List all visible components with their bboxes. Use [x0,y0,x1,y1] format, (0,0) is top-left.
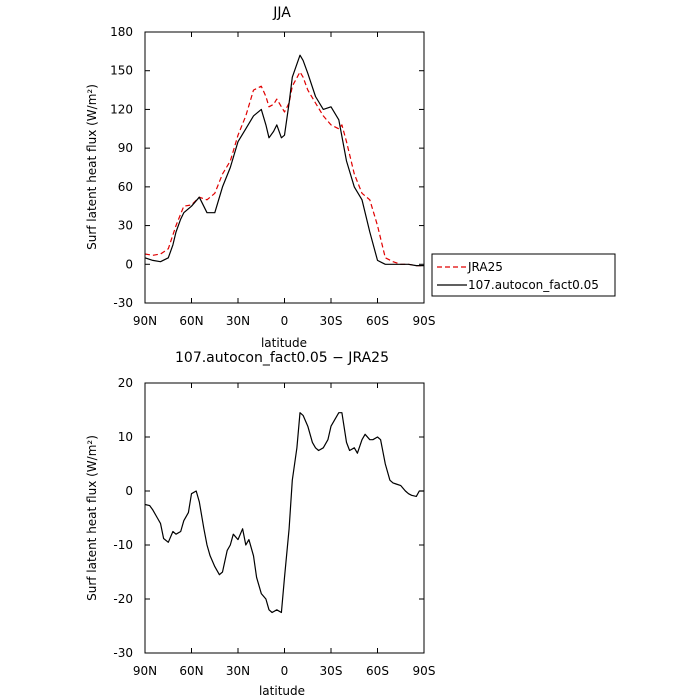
top-y-tick-label: 60 [118,180,133,194]
legend-box [431,253,616,297]
top-y-tick-label: 180 [110,25,133,39]
top-x-tick-label: 30N [226,314,250,328]
top-chart-y-axis-label: Surf latent heat flux (W/m²) [85,84,99,250]
top-y-tick-label: 30 [118,219,133,233]
top-y-tick-label: 90 [118,141,133,155]
legend-label-jra25: JRA25 [467,260,503,274]
bottom-x-tick-label: 60S [366,664,389,678]
top-chart-marks: -30 0 30 60 90 120 150 180 90N 60N 30N 0 30S 60S 90S [110,25,435,328]
bottom-x-tick-label: 60N [179,664,203,678]
legend-label-model: 107.autocon_fact0.05 [468,278,599,292]
top-x-tick-label: 90S [413,314,436,328]
bottom-x-tick-label: 30S [320,664,343,678]
bottom-y-tick-label: 0 [125,484,133,498]
bottom-chart-frame [144,382,425,654]
top-x-tick-label: 0 [281,314,289,328]
bottom-chart-y-axis-label: Surf latent heat flux (W/m²) [85,435,99,601]
bottom-chart-marks: -30 -20 -10 0 10 20 90N 60N 30N 0 30S 60S 90S [113,376,435,678]
bottom-chart: 107.autocon_fact0.05 − JRA25 -30 -20 -10 0 1… [85,350,435,698]
bottom-x-tick-label: 90S [413,664,436,678]
bottom-y-tick-label: 10 [118,430,133,444]
top-y-tick-label: 0 [125,257,133,271]
top-series-line-1 [144,54,424,267]
bottom-y-tick-label: 20 [118,376,133,390]
bottom-series-line-0 [144,412,424,614]
top-chart: JJA -30 0 30 60 90 120 150 180 90N 60N 30N 0 30S 60S 9… [85,5,616,350]
bottom-chart-x-axis-label: latitude [259,684,305,698]
bottom-x-tick-label: 0 [281,664,289,678]
top-y-tick-label: 120 [110,102,133,116]
legend: JRA25 107.autocon_fact0.05 [431,253,616,297]
top-chart-title: JJA [272,5,291,21]
top-chart-x-axis-label: latitude [261,336,307,350]
top-x-tick-label: 60S [366,314,389,328]
bottom-y-tick-label: -10 [113,538,133,552]
bottom-x-tick-label: 30N [226,664,250,678]
top-x-tick-label: 90N [133,314,157,328]
top-chart-frame [144,31,425,304]
top-x-tick-label: 60N [179,314,203,328]
bottom-y-tick-label: -20 [113,592,133,606]
top-series-line-0 [144,71,424,267]
top-x-tick-label: 30S [320,314,343,328]
bottom-chart-title: 107.autocon_fact0.05 − JRA25 [175,350,389,366]
bottom-y-tick-label: -30 [113,646,133,660]
top-y-tick-label: -30 [113,296,133,310]
bottom-x-tick-label: 90N [133,664,157,678]
top-y-tick-label: 150 [110,64,133,78]
